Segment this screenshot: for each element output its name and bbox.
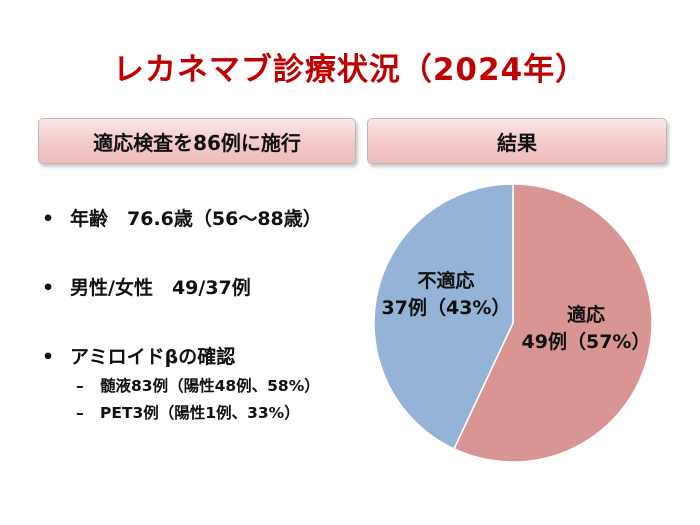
pie-svg [373, 183, 653, 463]
sub-marker: – [76, 404, 84, 422]
slice-ineligible-name: 不適応 [417, 270, 475, 292]
bullet-sex: • 男性/女性 49/37例 [42, 273, 251, 300]
bullet-age-text: 年齢 76.6歳（56〜88歳） [70, 208, 322, 230]
slice-ineligible-value: 37例（43%） [381, 297, 511, 319]
sub-bullet-pet: – PET3例（陽性1例、33%） [76, 401, 300, 423]
right-header-box: 結果 [367, 118, 667, 164]
pie-chart: 適応 49例（57%） 不適応 37例（43%） [368, 178, 658, 468]
bullet-marker: • [42, 277, 55, 299]
left-header-box: 適応検査を86例に施行 [38, 118, 356, 164]
bullet-sex-text: 男性/女性 49/37例 [70, 277, 251, 299]
bullet-marker: • [42, 208, 55, 230]
pie-slice-eligible [453, 183, 653, 463]
slice-label-ineligible: 不適応 37例（43%） [376, 268, 516, 322]
page-title: レカネマブ診療状況（2024年） [112, 52, 588, 88]
bullet-amyloid: • アミロイドβの確認 [42, 342, 235, 369]
slice-eligible-name: 適応 [566, 304, 605, 326]
slice-label-eligible: 適応 49例（57%） [516, 302, 656, 356]
bullet-marker: • [42, 346, 55, 368]
right-header-label: 結果 [497, 130, 537, 155]
bullet-amyloid-text: アミロイドβの確認 [70, 346, 236, 368]
bullet-age: • 年齢 76.6歳（56〜88歳） [42, 204, 322, 231]
slice-eligible-value: 49例（57%） [521, 331, 651, 353]
sub-bullet-csf-text: 髄液83例（陽性48例、58%） [100, 377, 320, 395]
sub-bullet-pet-text: PET3例（陽性1例、33%） [100, 404, 300, 422]
sub-marker: – [76, 377, 84, 395]
sub-bullet-csf: – 髄液83例（陽性48例、58%） [76, 374, 320, 396]
left-header-label: 適応検査を86例に施行 [93, 130, 301, 155]
pie-slice-ineligible [373, 183, 514, 450]
